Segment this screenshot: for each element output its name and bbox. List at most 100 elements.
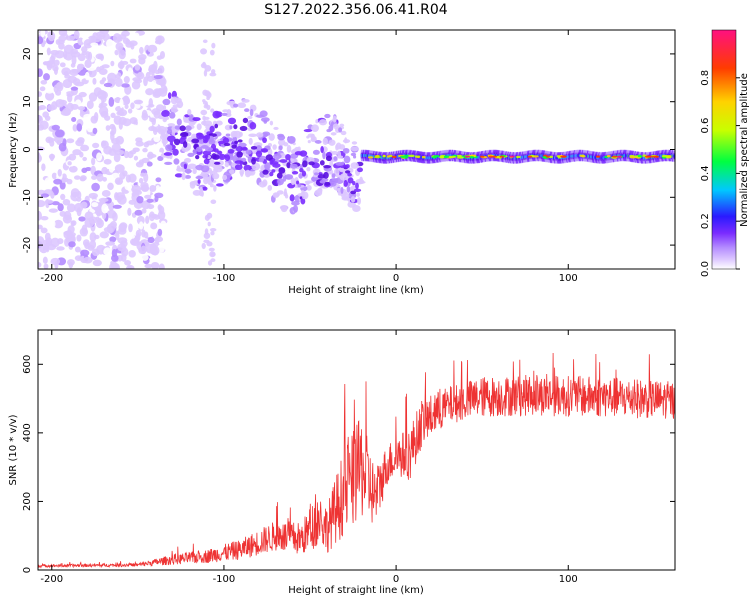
spectrogram-blob [74,246,81,253]
spectrogram-blob [66,203,76,213]
spectrogram-blob [173,138,181,146]
spectrogram-blob [145,215,150,224]
spectrogram-blob [135,140,144,147]
spectrogram-blob [171,90,177,99]
colorbar-tick-label: 0.0 [700,261,711,277]
spectrogram-blob [67,93,73,103]
spectrogram-blob [103,227,113,233]
spectrogram-blob [49,153,55,162]
spectrogram-blob [156,80,166,86]
spectrogram-blob [338,127,343,133]
spectrogram-blob [247,115,253,120]
spectrogram-blob [204,102,209,108]
spectrogram-blob [273,153,282,160]
spectrogram-blob [168,112,176,119]
spectrogram-blob [54,129,65,138]
spectrogram-blob [101,203,108,214]
spectrogram-blob [224,162,230,168]
spectrogram-blob [131,184,142,194]
spectrogram-blob [43,61,48,66]
spectrogram-blob [367,156,374,159]
spectrogram-blob [133,103,141,109]
colorbar: 0.0 0.2 0.4 0.6 0.8 Normalized spectral ampl… [700,29,750,277]
spectrogram-blob [127,207,132,217]
spectrogram-blob [341,191,350,200]
spectrogram-blob [273,192,280,197]
spectrogram-blob [152,127,158,136]
spectrogram-blob [174,97,182,104]
spectrogram-blob [164,116,170,121]
spectrogram-blob [237,139,243,143]
spectrogram-blob [350,152,357,157]
spectrogram-blob [113,153,121,163]
spectrogram-blob [154,237,160,244]
spectrogram-blob [47,137,55,143]
spectrogram-blob [60,193,66,201]
spectrogram-blob [449,155,457,159]
colorbar-tick-label: 0.2 [700,213,711,229]
spectrogram-blob [41,163,46,171]
spectrogram-blob [38,36,44,45]
spectrogram-blob [209,125,215,133]
snr-panel: -200 -100 0 100 0 200 400 600 Height of straigh… [8,329,676,596]
spectrogram-blob [68,165,78,173]
spectrogram-blob [255,145,263,152]
spectrogram-blob [92,142,100,149]
spectrogram-blob [277,177,284,186]
spectrogram-blob [110,112,116,118]
spectrogram-blob [312,149,320,155]
spectrogram-blob [147,44,158,53]
spectrogram-blob [148,98,153,108]
spectrogram-blob [421,155,426,159]
spectrogram-blob [337,188,341,196]
spectrogram-blob [562,155,567,158]
spectrogram-blob [58,42,65,50]
spectrogram-blob [53,84,59,94]
spectrogram-blob [222,109,229,113]
spectrogram-blob [91,182,100,192]
spectrogram-blob [151,108,161,116]
spectrogram-blob [106,209,117,219]
spectrogram-blob [48,208,59,213]
spectrogram-blob [314,140,322,144]
spectrogram-blob [99,231,109,239]
spectrogram-blob [192,168,197,175]
spectrogram-blob [347,172,352,177]
spectrogram-blob [286,162,291,169]
spectrogram-blob [332,123,339,130]
spectrogram-blob [432,156,437,159]
spectrogram-blob [202,39,208,44]
spectrogram-blob [70,62,76,68]
spectrogram-blob [106,72,117,83]
spectrogram-blob [113,115,122,125]
spectrogram-blob [314,172,319,176]
spectrogram-blob [344,137,348,144]
spectrogram-blob [211,153,217,160]
spectrogram-blob [75,139,84,147]
spectrogram-blob [133,119,138,127]
spectrogram-blob [184,174,192,179]
spectrogram-blob [58,30,68,37]
spectrogram-blob [44,177,53,187]
spectrogram-blob [173,158,180,165]
spectrogram-blob [262,169,269,175]
spectrogram-blob [217,140,225,145]
spectrogram-blob [248,137,253,145]
snr-y-tick-label: 600 [22,355,33,374]
spectrogram-blob [206,212,213,219]
spectrogram-blob [499,155,505,158]
spectrogram-blob [262,137,267,144]
spectrogram-blob [127,67,133,76]
spectrogram-blob [150,245,160,256]
spectrogram-blob [76,196,82,202]
spectrogram-blob [144,263,153,269]
spectrogram-blob [199,186,204,195]
spectrogram-blob [217,150,223,155]
spectrogram-blob [205,123,211,130]
spectrogram-blob [206,241,213,247]
snr-x-tick-label: 0 [393,574,399,585]
spectrogram-blob [291,201,300,206]
spectrogram-blob [53,59,60,66]
spectrogram-blob [318,119,328,126]
spectrogram-blob [297,183,302,188]
